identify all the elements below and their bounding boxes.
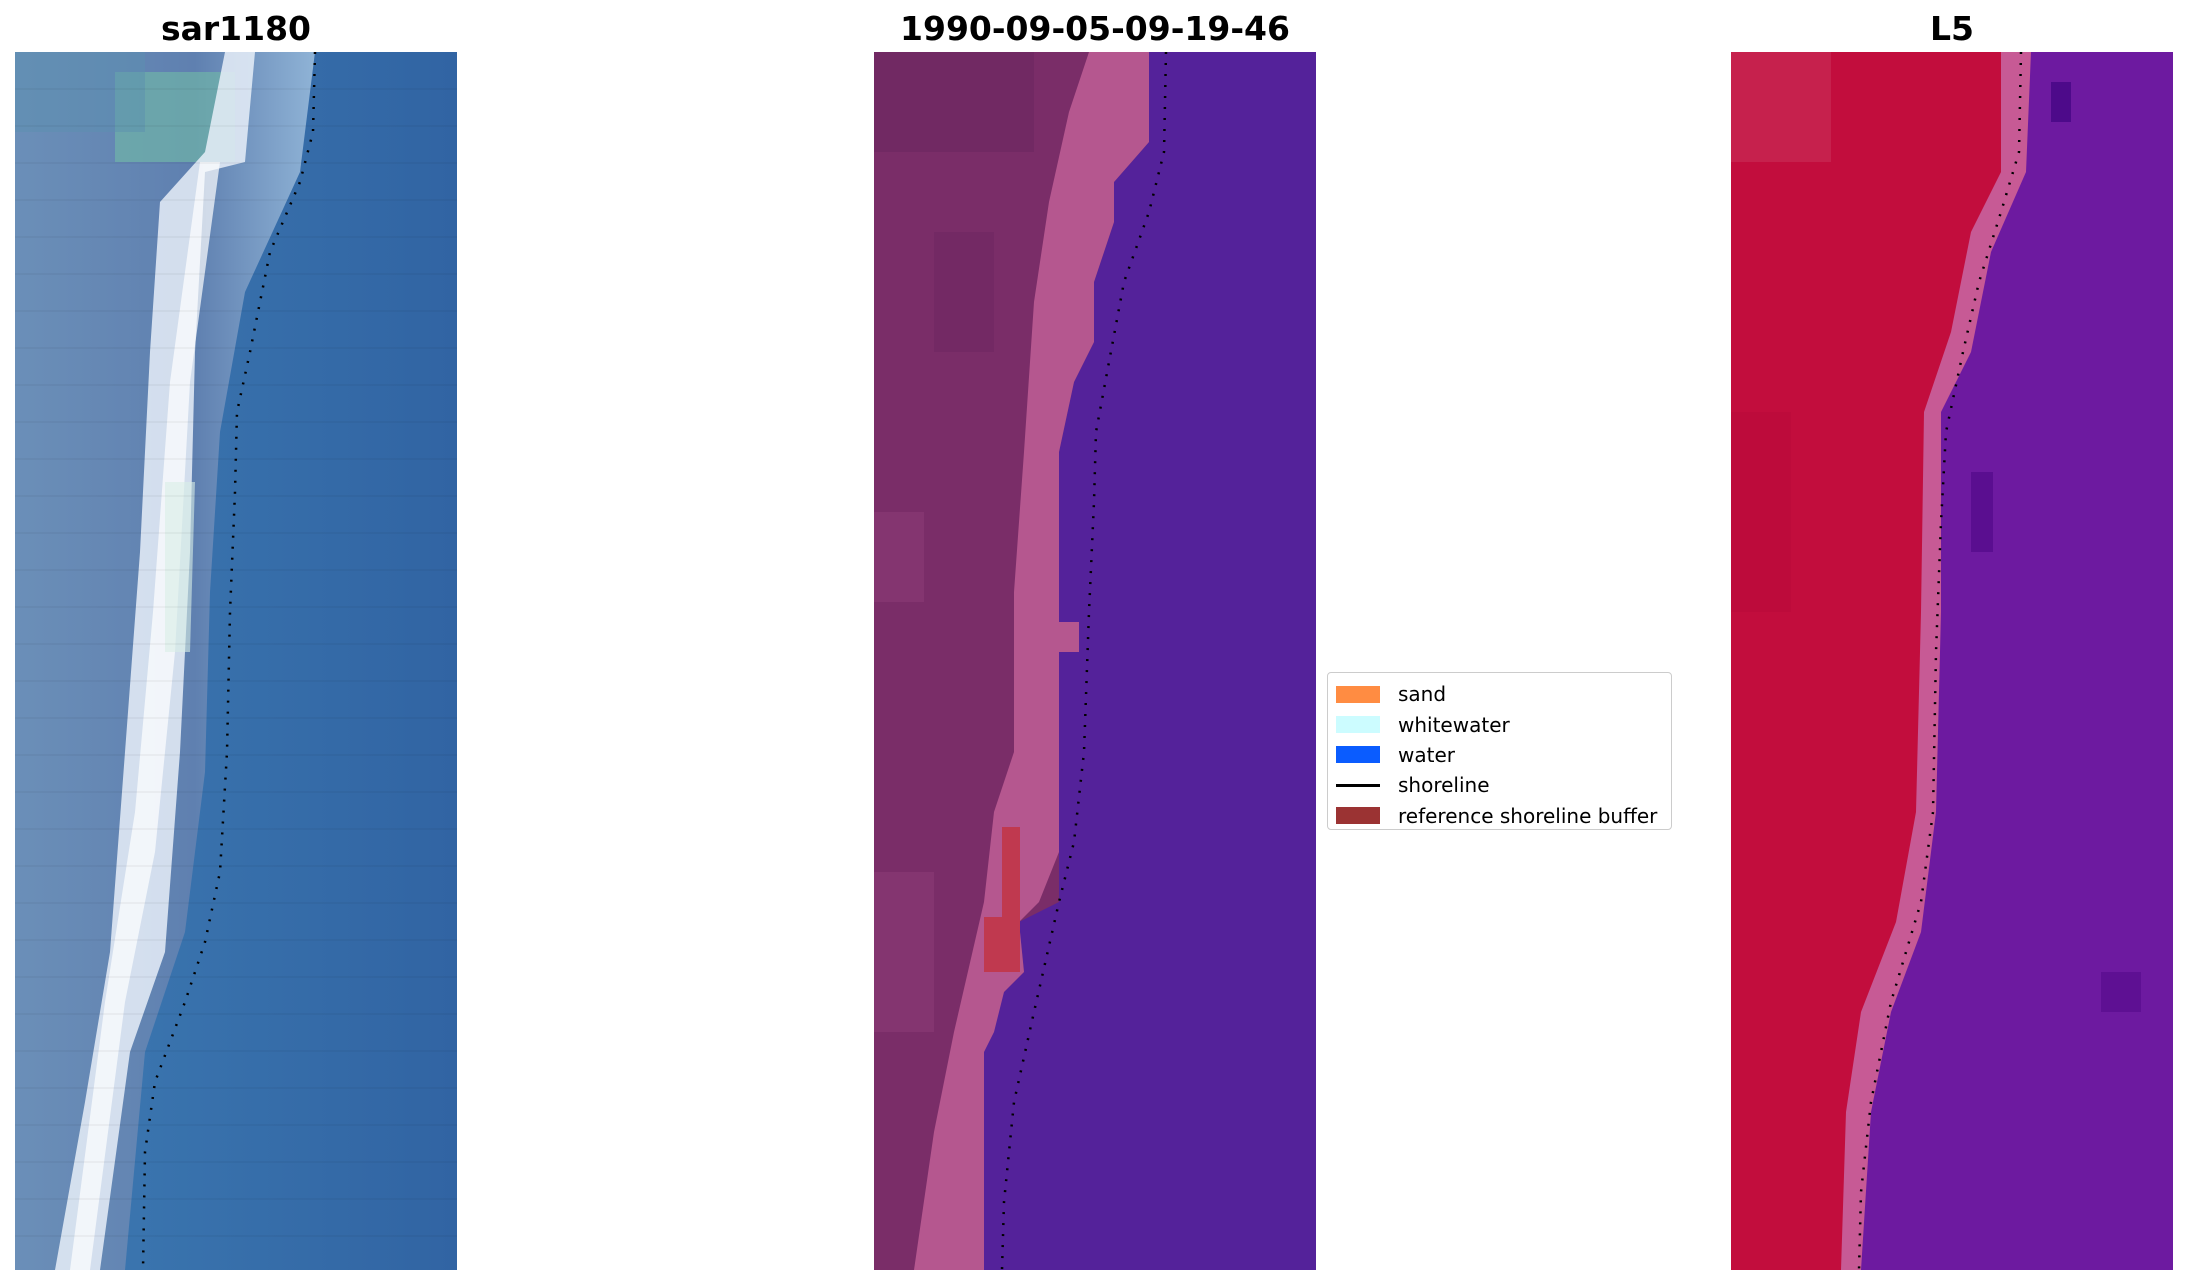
legend-item-shoreline: shoreline [1336, 770, 1663, 800]
legend-item-reference-buffer: reference shoreline buffer [1336, 801, 1663, 831]
legend-item-water: water [1336, 740, 1663, 770]
legend-swatch-water [1336, 746, 1380, 764]
legend-swatch-reference-buffer [1336, 807, 1380, 825]
legend-label-reference-buffer: reference shoreline buffer [1398, 803, 1658, 828]
rgb-image-panel [15, 52, 457, 1270]
legend: sand whitewater water shoreline referenc… [1327, 672, 1672, 830]
panel-title-classified: 1990-09-05-09-19-46 [900, 9, 1290, 48]
classified-image-panel [874, 52, 1316, 1270]
legend-swatch-sand [1336, 685, 1380, 703]
legend-swatch-whitewater [1336, 716, 1380, 734]
mndwi-image-panel [1731, 52, 2173, 1270]
classified-image [874, 52, 1316, 1270]
legend-line-shoreline [1336, 783, 1380, 787]
panel-title-mndwi: L5 [1930, 9, 1974, 48]
legend-item-whitewater: whitewater [1336, 709, 1663, 739]
legend-label-whitewater: whitewater [1398, 712, 1510, 737]
legend-label-water: water [1398, 742, 1455, 767]
mndwi-image [1731, 52, 2173, 1270]
panel-title-rgb: sar1180 [160, 9, 312, 48]
legend-label-sand: sand [1398, 682, 1447, 707]
rgb-image [15, 52, 457, 1270]
legend-label-shoreline: shoreline [1398, 773, 1490, 798]
legend-item-sand: sand [1336, 679, 1663, 709]
